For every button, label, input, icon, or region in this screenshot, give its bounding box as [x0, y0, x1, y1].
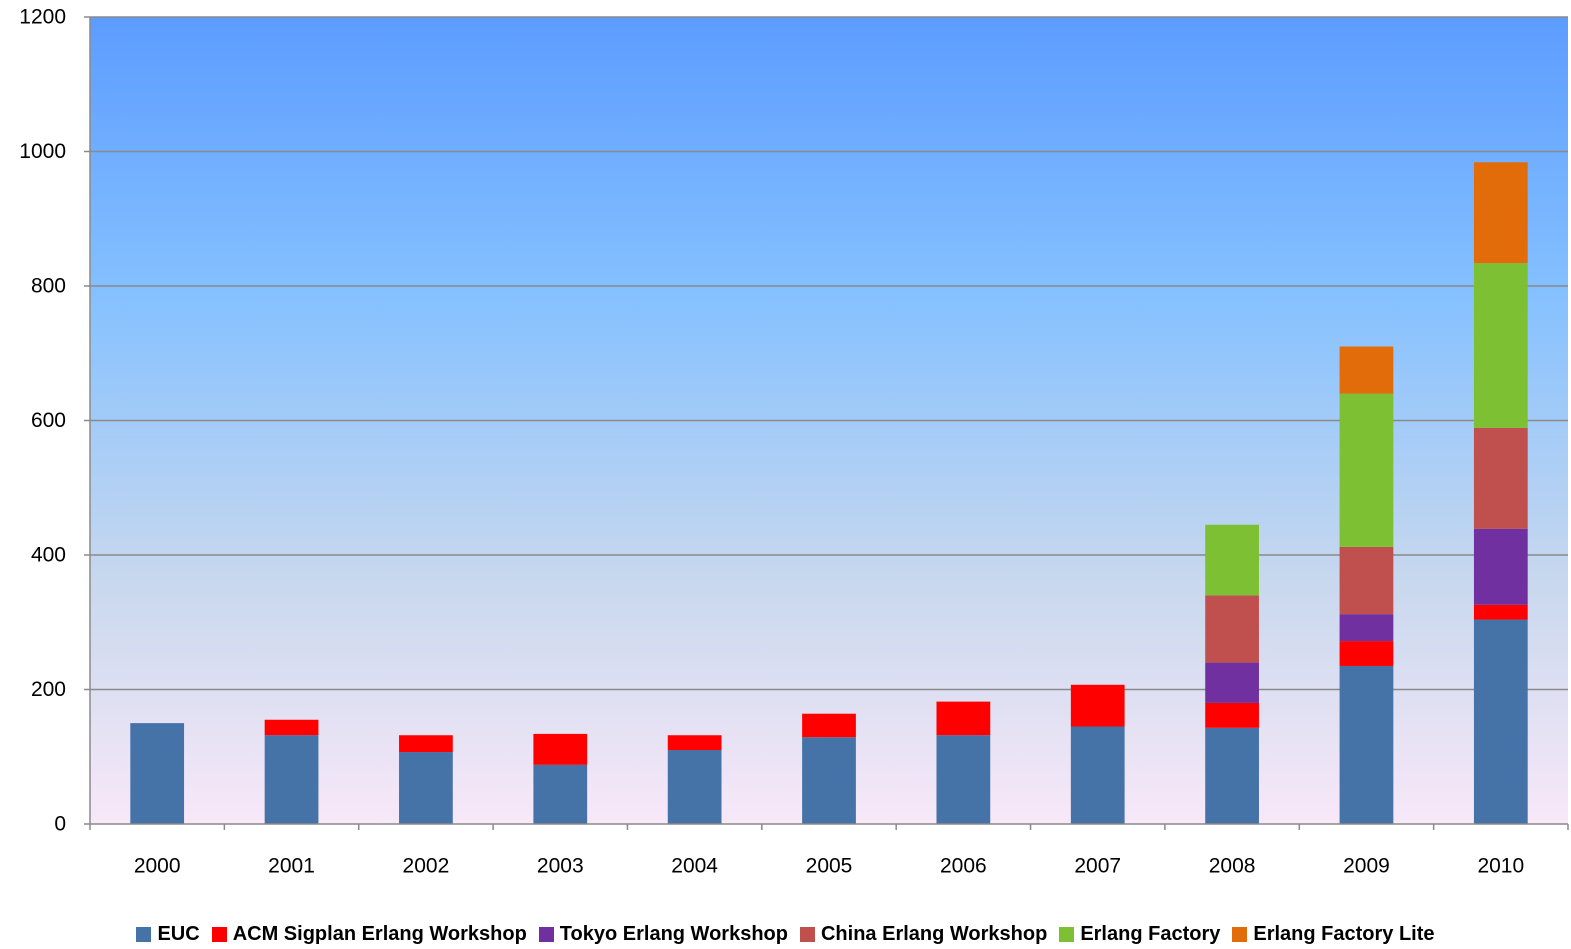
y-tick-label: 1000: [19, 140, 66, 163]
bar-segment-acm-sigplan-erlang-workshop-2003: [533, 733, 588, 765]
bar-segment-euc-2001: [264, 735, 319, 824]
bar-segment-acm-sigplan-erlang-workshop-2004: [667, 735, 722, 751]
legend-label: EUC: [157, 922, 200, 945]
x-tick-label: 2006: [940, 855, 987, 878]
bar-segment-euc-2004: [667, 750, 722, 824]
legend-item: EUC: [136, 922, 200, 946]
bar-segment-euc-2009: [1339, 665, 1394, 824]
legend-label: Tokyo Erlang Workshop: [559, 922, 788, 945]
bar-segment-euc-2010: [1473, 619, 1528, 824]
y-tick-label: 200: [31, 678, 66, 701]
x-tick-label: 2000: [134, 855, 181, 878]
stacked-bar-chart: 0 200 400 600 800 1000 1200 2000 2001 2002 2003 200…: [19, 6, 1569, 878]
bar-segment-erlang-factory-lite-2010: [1473, 162, 1528, 264]
bar-segment-china-erlang-workshop-2008: [1205, 595, 1259, 663]
x-tick-label: 2008: [1209, 855, 1256, 878]
bar-segment-tokyo-erlang-workshop-2008: [1205, 662, 1259, 703]
x-tick-label: 2010: [1477, 855, 1524, 878]
legend-item: Tokyo Erlang Workshop: [538, 922, 788, 946]
y-tick-label: 400: [31, 544, 66, 567]
bar-segment-acm-sigplan-erlang-workshop-2007: [1070, 684, 1125, 727]
bar-segment-acm-sigplan-erlang-workshop-2010: [1473, 604, 1528, 620]
bar-segment-acm-sigplan-erlang-workshop-2002: [399, 735, 453, 753]
x-tick-label: 2004: [671, 855, 718, 878]
bar-segment-tokyo-erlang-workshop-2010: [1473, 528, 1528, 605]
legend-swatch: [1059, 926, 1075, 942]
bar-segment-erlang-factory-2009: [1339, 393, 1394, 547]
bar-segment-euc-2000: [130, 723, 185, 824]
x-tick-label: 2009: [1343, 855, 1390, 878]
bar-segment-tokyo-erlang-workshop-2009: [1339, 614, 1394, 642]
legend-label: Erlang Factory Lite: [1253, 922, 1435, 945]
legend-label: ACM Sigplan Erlang Workshop: [232, 922, 527, 945]
y-tick-label: 1200: [19, 6, 66, 29]
bar-segment-euc-2002: [399, 752, 453, 824]
bar-segment-euc-2008: [1205, 727, 1259, 824]
x-tick-label: 2001: [268, 855, 315, 878]
legend-item: China Erlang Workshop: [799, 922, 1048, 946]
legend-swatch: [136, 926, 152, 942]
y-tick-label: 800: [31, 275, 66, 298]
bar-segment-euc-2006: [936, 735, 991, 824]
bar-segment-china-erlang-workshop-2009: [1339, 546, 1394, 615]
legend-swatch: [1232, 926, 1248, 942]
bar-segment-euc-2005: [802, 737, 856, 824]
y-tick-label: 600: [31, 409, 66, 432]
legend-item: ACM Sigplan Erlang Workshop: [211, 922, 527, 946]
bar-segment-euc-2003: [533, 764, 588, 824]
x-tick-label: 2003: [537, 855, 584, 878]
legend-label: Erlang Factory: [1080, 922, 1221, 945]
legend: EUC ACM Sigplan Erlang Workshop Tokyo Erla…: [0, 919, 1571, 949]
x-tick-label: 2002: [403, 855, 450, 878]
bar-segment-acm-sigplan-erlang-workshop-2008: [1205, 702, 1259, 728]
y-tick-label: 0: [54, 813, 66, 836]
bar-segment-euc-2007: [1070, 726, 1125, 824]
bar-segment-acm-sigplan-erlang-workshop-2006: [936, 701, 991, 736]
bar-segment-acm-sigplan-erlang-workshop-2001: [264, 719, 319, 736]
x-tick-label: 2007: [1074, 855, 1121, 878]
bar-segment-erlang-factory-2010: [1473, 263, 1528, 428]
bar-segment-erlang-factory-lite-2009: [1339, 346, 1394, 394]
bar-segment-acm-sigplan-erlang-workshop-2005: [802, 713, 856, 738]
legend-item: Erlang Factory: [1059, 923, 1220, 946]
bar-segment-china-erlang-workshop-2010: [1473, 427, 1528, 529]
bar-segment-acm-sigplan-erlang-workshop-2009: [1339, 641, 1394, 666]
bar-segment-erlang-factory-2008: [1205, 524, 1259, 596]
legend-item: Erlang Factory Lite: [1232, 922, 1435, 946]
x-tick-label: 2005: [806, 855, 853, 878]
legend-swatch: [799, 926, 815, 942]
legend-swatch: [538, 926, 554, 942]
legend-label: China Erlang Workshop: [820, 922, 1048, 945]
legend-swatch: [211, 926, 227, 942]
